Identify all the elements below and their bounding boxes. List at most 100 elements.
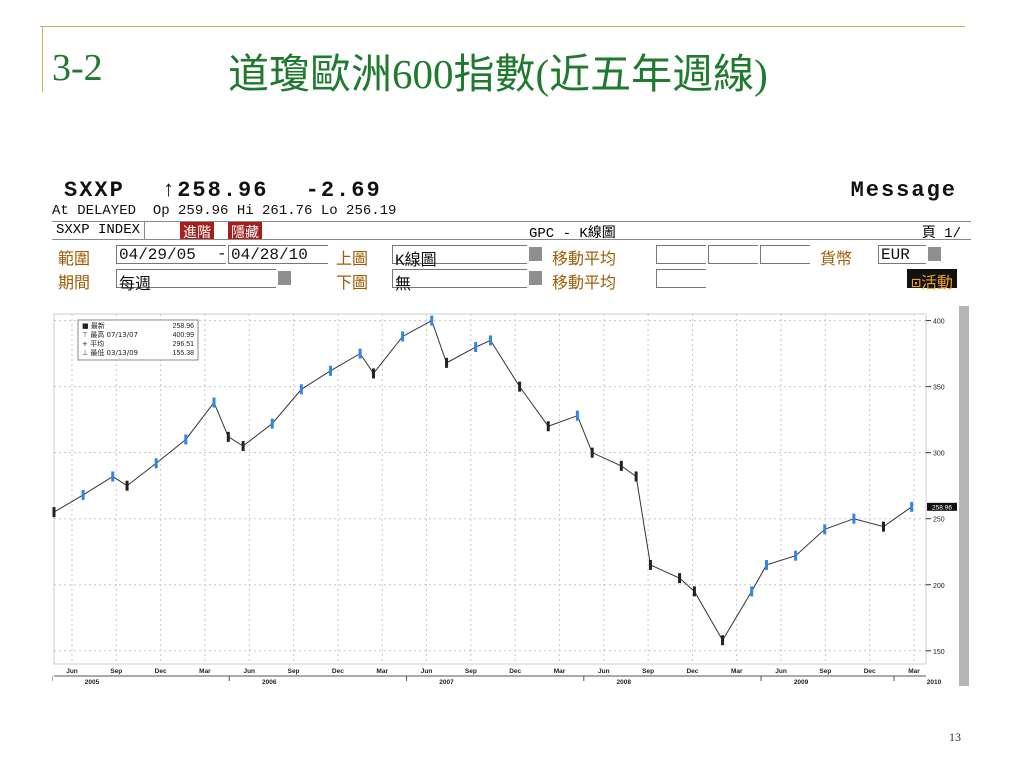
price-change: -2.69 [305, 178, 382, 203]
legend-entry: ■ 最新 [82, 321, 105, 330]
price-candle [81, 489, 85, 500]
price-candle [518, 381, 522, 392]
range-label: 範圍 [58, 251, 91, 269]
chart-legend [77, 319, 199, 361]
plot-frame [53, 313, 927, 665]
delayed-quote-line: At DELAYED Op 259.96 Hi 261.76 Lo 256.19 [52, 203, 397, 219]
ma-field-3[interactable] [760, 245, 810, 264]
x-month-label: Dec [686, 668, 698, 675]
price-candle [634, 471, 638, 482]
header-rule [40, 26, 965, 27]
legend-value: 296.51 [173, 341, 195, 348]
price-candle [212, 397, 216, 408]
security-field[interactable]: SXXP INDEX [52, 222, 146, 239]
price-candle [299, 384, 303, 395]
y-tick-label: 350 [933, 385, 945, 392]
price-candle [154, 458, 158, 469]
price-candle [764, 559, 768, 570]
current-value-tag-label: 258.96 [932, 504, 952, 511]
price-candle [823, 524, 827, 535]
ma-field-2[interactable] [708, 245, 758, 264]
price-candle [430, 315, 434, 326]
x-month-label: Jun [598, 668, 610, 675]
x-month-label: Dec [332, 668, 344, 675]
moving-average-label-2: 移動平均 [552, 275, 617, 293]
price-candle [358, 348, 362, 359]
page-number: 13 [949, 730, 961, 744]
x-month-label: Dec [155, 668, 167, 675]
currency-dropdown-icon[interactable] [928, 247, 941, 261]
x-month-label: Jun [66, 668, 78, 675]
start-date-field[interactable]: 04/29/05 [116, 245, 226, 264]
price-candle [328, 365, 332, 376]
x-month-label: Jun [775, 668, 787, 675]
chart-function-title: GPC - K線圖 [529, 226, 616, 242]
upper-chart-dropdown-icon[interactable] [529, 247, 542, 261]
quote-line: SXXP ↑258.96 -2.69 [64, 178, 404, 203]
slide-title: 道瓊歐洲600指數(近五年週線) [228, 51, 768, 97]
x-year-label: 2006 [262, 679, 277, 686]
price-candle [546, 421, 550, 432]
price-candle [401, 331, 405, 342]
x-month-label: Sep [110, 668, 122, 675]
x-month-label: Sep [465, 668, 477, 675]
y-tick-label: 200 [933, 583, 945, 590]
live-button[interactable]: ⊡活動 [907, 269, 957, 293]
price-candle [619, 460, 623, 471]
chart-scrollbar[interactable] [959, 306, 969, 686]
price-candle [750, 586, 754, 597]
hide-button[interactable]: 隱藏 [228, 222, 262, 242]
legend-entry: ⊤ 最高 07/13/07 [82, 330, 138, 339]
price-candle [488, 335, 492, 346]
price-candle [270, 418, 274, 429]
price-candle [590, 447, 594, 458]
ticker-symbol: SXXP [64, 178, 125, 203]
price-candle [881, 521, 885, 532]
y-tick-label: 150 [933, 649, 945, 656]
moving-average-label: 移動平均 [552, 251, 617, 269]
x-month-label: Jun [243, 668, 255, 675]
y-tick-label: 400 [933, 319, 945, 326]
period-field[interactable]: 每週 [116, 269, 276, 294]
x-month-label: Sep [642, 668, 654, 675]
x-month-label: Mar [199, 668, 211, 675]
price-candle [692, 586, 696, 597]
price-line [53, 319, 912, 642]
currency-field[interactable]: EUR [878, 245, 926, 264]
message-label[interactable]: Message [850, 178, 957, 203]
x-year-label: 2005 [85, 679, 100, 686]
end-date-field[interactable]: 04/28/10 [228, 245, 328, 264]
y-tick-label: 300 [933, 451, 945, 458]
range-row: 範圍 04/29/05 - 04/28/10 上圖 K線圖 移動平均 貨幣 EU… [52, 244, 971, 270]
x-month-label: Dec [509, 668, 521, 675]
legend-entry: + 平均 [82, 339, 104, 348]
x-month-label: Mar [376, 668, 388, 675]
price-candle [474, 342, 478, 353]
advanced-button[interactable]: 進階 [180, 222, 214, 242]
bloomberg-terminal-screenshot: SXXP ↑258.96 -2.69 Message At DELAYED Op… [52, 178, 971, 690]
lower-chart-field[interactable]: 無 [392, 269, 527, 294]
price-candle [648, 559, 652, 570]
lower-ma-field[interactable] [656, 269, 706, 288]
legend-value: 400.99 [173, 332, 195, 339]
x-month-label: Mar [554, 668, 566, 675]
ma-field-1[interactable] [656, 245, 706, 264]
period-dropdown-icon[interactable] [278, 271, 291, 285]
x-month-label: Sep [819, 668, 831, 675]
legend-value: 155.38 [173, 350, 195, 357]
y-tick-label: 250 [933, 517, 945, 524]
period-row: 期間 每週 下圖 無 移動平均 ⊡活動 [52, 268, 971, 294]
legend-entry: ⊥ 最低 03/13/09 [82, 348, 138, 357]
page-indicator: 頁 1/ [921, 226, 961, 242]
price-candle [445, 357, 449, 368]
x-month-label: Mar [908, 668, 920, 675]
lower-chart-dropdown-icon[interactable] [529, 271, 542, 285]
x-month-label: Dec [864, 668, 876, 675]
price-candle [241, 441, 245, 452]
upper-chart-field[interactable]: K線圖 [392, 245, 527, 270]
slide-section-number: 3-2 [52, 47, 103, 89]
price-chart: 150 200 250 300 350 400 Jun Sep Dec Mar Jun Sep Dec M… [52, 313, 957, 686]
price-candle [575, 410, 579, 421]
x-year-label: 2008 [617, 679, 632, 686]
price-candle [721, 635, 725, 646]
